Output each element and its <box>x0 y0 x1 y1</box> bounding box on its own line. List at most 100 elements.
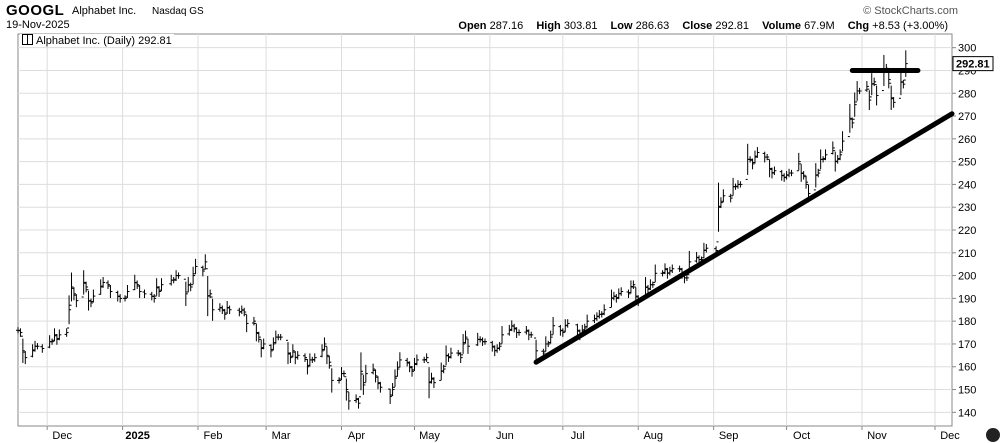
ohlc-bar <box>154 278 159 297</box>
ohlc-bar <box>772 166 777 176</box>
ohlc-bar <box>295 351 300 360</box>
ohlc-bar <box>395 361 400 377</box>
ohlc-bar <box>483 338 487 345</box>
ohlc-bar <box>81 270 86 298</box>
ohlc-bar <box>20 335 25 363</box>
y-tick-label: 280 <box>958 88 976 100</box>
ohlc-bar <box>64 328 69 337</box>
company-name: Alphabet Inc. <box>72 5 137 17</box>
ohlc-bar <box>346 391 351 410</box>
ohlc-bar <box>901 79 906 89</box>
ohlc-bar <box>429 372 434 384</box>
ohlc-bar <box>721 189 726 203</box>
ohlc-bar <box>188 282 193 292</box>
ohlc-bar <box>524 326 529 335</box>
ohlc-bar <box>30 344 35 358</box>
ohlc-bar <box>441 364 446 374</box>
ohlc-bar <box>626 289 631 299</box>
volume-value: 67.9M <box>804 20 835 32</box>
ohlc-bar <box>191 266 196 286</box>
ohlc-bar <box>142 289 147 299</box>
ohlc-bar <box>305 358 310 375</box>
ohlc-bar <box>796 152 801 172</box>
y-tick-label: 270 <box>958 111 976 123</box>
ohlc-bar <box>123 295 128 302</box>
ohlc-bar <box>458 352 463 364</box>
ohlc-bar <box>653 264 658 283</box>
ohlc-bar <box>560 328 565 337</box>
ohlc-bar <box>684 274 689 281</box>
x-tick-label: May <box>419 430 440 442</box>
ohlc-bar <box>750 158 755 170</box>
ohlc-bar <box>35 343 40 350</box>
ohlc-bar <box>220 305 225 315</box>
ohlc-bar <box>324 345 329 365</box>
ohlc-bar <box>341 370 346 377</box>
exchange-name: Nasdaq GS <box>152 6 204 17</box>
ohlc-bar <box>371 363 376 375</box>
ohlc-bar <box>88 298 93 308</box>
ticker-symbol: GOOGL <box>6 2 65 19</box>
y-tick-label: 250 <box>958 157 976 169</box>
ohlc-bar <box>748 156 753 163</box>
ohlc-bar <box>670 264 675 274</box>
ohlc-bar <box>867 88 872 110</box>
brand-watermark: © StockCharts.com <box>863 5 958 17</box>
ohlc-bar <box>677 265 682 272</box>
ohlc-bar <box>534 337 539 362</box>
ohlc-bar <box>823 149 828 161</box>
ohlc-bar <box>602 304 607 316</box>
ohlc-bar <box>650 281 655 288</box>
ohlc-bar <box>251 316 256 326</box>
ohlc-bar <box>227 305 232 315</box>
ohlc-bar <box>465 338 470 354</box>
ohlc-bar <box>261 338 266 350</box>
ohlc-bar <box>337 377 342 384</box>
ohlc-bar <box>203 254 208 270</box>
chart-header: GOOGL Alphabet Inc. Nasdaq GS 19-Nov-202… <box>0 0 1000 34</box>
ohlc-bar <box>585 314 590 328</box>
ohlc-bar <box>599 311 604 318</box>
ohlc-bar <box>285 339 290 365</box>
chg-value: +8.53 (+3.00%) <box>872 20 948 32</box>
ohlc-summary: Open 287.16 High 303.81 Low 286.63 Close… <box>458 20 958 32</box>
ohlc-bar <box>91 289 96 303</box>
ohlc-bar <box>414 354 419 366</box>
ohlc-bar <box>208 289 213 299</box>
volume-label: Volume <box>762 20 801 32</box>
y-tick-label: 170 <box>958 339 976 351</box>
chart-date: 19-Nov-2025 <box>6 19 70 31</box>
ohlc-bar <box>268 344 273 358</box>
scroll-indicator <box>986 428 1000 442</box>
ohlc-bar <box>52 328 57 342</box>
ohlc-bar <box>137 285 142 299</box>
price-tag: 292.81 <box>956 59 990 71</box>
ohlc-bar <box>840 131 845 153</box>
ohlc-bar <box>329 365 334 393</box>
ohlc-bar <box>431 377 436 389</box>
ohlc-bar <box>290 344 295 358</box>
ohlc-bar <box>889 82 894 110</box>
ohlc-bar <box>838 149 843 161</box>
y-tick-label: 260 <box>958 134 976 146</box>
ohlc-legend-icon <box>22 34 33 45</box>
x-tick-label: Dec <box>52 430 72 442</box>
x-tick-label: Aug <box>643 430 663 442</box>
ohlc-bar <box>256 331 261 343</box>
ohlc-bar <box>755 147 760 158</box>
y-tick-label: 180 <box>958 316 976 328</box>
ohlc-bar <box>872 77 877 87</box>
ohlc-bar <box>98 279 103 295</box>
open-label: Open <box>458 20 487 32</box>
ohlc-bar <box>662 263 667 275</box>
ohlc-bar <box>176 272 181 279</box>
ohlc-bar <box>183 278 188 306</box>
ohlc-bar <box>767 158 772 178</box>
ohlc-bar <box>619 287 624 296</box>
ohlc-bar <box>497 341 502 351</box>
ohlc-bar <box>378 381 383 393</box>
high-label: High <box>536 20 561 32</box>
ohlc-bar <box>410 365 415 377</box>
ohlc-bar <box>18 328 23 337</box>
